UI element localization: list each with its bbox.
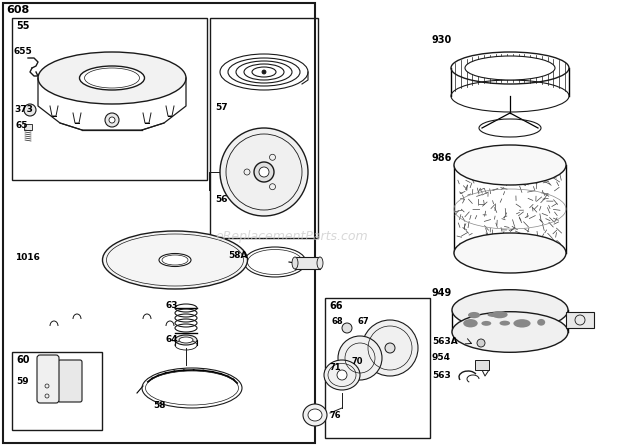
Text: 67: 67 [358,318,370,326]
Text: 1016: 1016 [15,253,40,263]
Ellipse shape [317,257,323,269]
Circle shape [338,336,382,380]
Circle shape [254,162,274,182]
FancyBboxPatch shape [58,360,82,402]
Text: 66: 66 [329,301,342,311]
Circle shape [262,70,266,74]
Text: 58: 58 [153,401,166,409]
Circle shape [220,128,308,216]
Text: 59: 59 [16,377,29,387]
Circle shape [24,104,36,116]
Text: 70: 70 [352,358,363,367]
Bar [12,352,102,430]
Ellipse shape [308,409,322,421]
Ellipse shape [159,253,191,267]
Ellipse shape [500,321,510,326]
Circle shape [109,117,115,123]
Circle shape [105,113,119,127]
Ellipse shape [454,233,566,273]
Ellipse shape [452,312,568,352]
Circle shape [385,343,395,353]
Text: 57: 57 [215,103,228,112]
Circle shape [337,370,347,380]
Ellipse shape [175,335,197,345]
Ellipse shape [179,337,193,343]
Ellipse shape [454,145,566,185]
Text: 71: 71 [330,363,342,372]
FancyBboxPatch shape [37,355,59,403]
Text: 63: 63 [165,301,177,310]
Ellipse shape [452,290,568,330]
Text: 76: 76 [330,410,342,420]
Text: 949: 949 [432,288,452,298]
Ellipse shape [102,231,247,289]
Circle shape [477,339,485,347]
Bar [3,3,315,443]
Ellipse shape [537,319,545,326]
Ellipse shape [481,321,491,326]
Text: 608: 608 [6,5,29,15]
Text: eReplacementParts.com: eReplacementParts.com [215,230,368,243]
Ellipse shape [324,360,360,390]
Ellipse shape [513,319,531,327]
Text: 60: 60 [16,355,30,365]
Bar [24,124,32,130]
Ellipse shape [38,52,186,104]
Bar [295,257,320,269]
Text: 68: 68 [332,318,343,326]
Circle shape [342,323,352,333]
Bar [12,18,207,180]
Text: 55: 55 [16,21,30,31]
Ellipse shape [292,257,298,269]
Text: 563A: 563A [432,336,458,346]
Text: 64: 64 [165,335,177,344]
Bar [325,298,430,438]
Text: 563: 563 [432,371,451,380]
Ellipse shape [79,66,144,90]
Text: 56: 56 [215,195,228,205]
Bar [566,312,594,328]
Text: 986: 986 [432,153,453,163]
Bar [475,360,489,370]
Text: 655: 655 [14,48,33,57]
Text: 954: 954 [432,354,451,363]
Ellipse shape [463,319,478,327]
Text: 65: 65 [16,120,29,129]
Ellipse shape [465,56,555,80]
Ellipse shape [303,404,327,426]
Ellipse shape [492,311,508,318]
Ellipse shape [487,313,502,317]
Text: 373: 373 [14,106,33,115]
Ellipse shape [468,312,480,318]
Circle shape [259,167,269,177]
Text: 58A: 58A [228,251,247,260]
Bar [210,18,318,238]
Circle shape [362,320,418,376]
Text: 930: 930 [432,35,452,45]
